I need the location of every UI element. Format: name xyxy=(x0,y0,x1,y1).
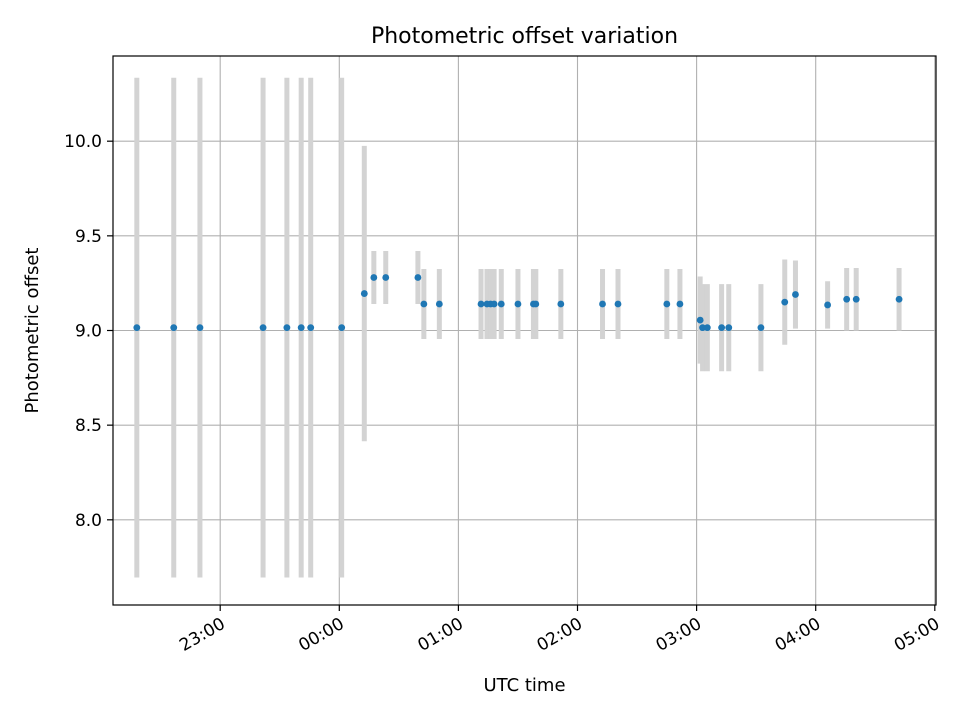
data-point xyxy=(360,290,368,297)
y-tick-label: 8.0 xyxy=(75,511,102,531)
data-point xyxy=(843,295,851,303)
data-point xyxy=(435,300,443,308)
data-point xyxy=(757,324,765,332)
data-point xyxy=(196,324,204,332)
y-tick-label: 8.5 xyxy=(75,416,102,436)
data-point xyxy=(781,298,789,306)
data-point xyxy=(663,300,671,308)
data-point xyxy=(259,324,267,332)
data-point xyxy=(170,324,178,332)
data-point xyxy=(514,300,522,308)
data-point xyxy=(676,300,684,308)
data-point xyxy=(283,324,291,332)
chart-title: Photometric offset variation xyxy=(371,24,678,49)
data-point xyxy=(133,324,141,332)
data-point xyxy=(725,324,733,332)
data-point xyxy=(696,316,704,324)
y-tick-label: 9.0 xyxy=(75,322,102,342)
data-point xyxy=(703,324,711,332)
data-point xyxy=(382,274,390,281)
data-point xyxy=(699,324,706,332)
x-axis-label: UTC time xyxy=(483,675,565,696)
data-point xyxy=(490,300,498,308)
data-point xyxy=(599,300,606,308)
data-point xyxy=(895,295,903,303)
data-point xyxy=(414,274,422,281)
data-point xyxy=(532,300,540,308)
data-point xyxy=(338,324,346,332)
data-point xyxy=(824,301,832,309)
data-point xyxy=(792,291,799,298)
data-point xyxy=(852,295,860,303)
data-point xyxy=(297,324,305,332)
data-point xyxy=(307,324,315,332)
data-point xyxy=(420,300,428,308)
data-point xyxy=(497,300,505,308)
data-point xyxy=(477,300,485,308)
data-point xyxy=(370,274,378,281)
data-point xyxy=(718,324,726,332)
data-point xyxy=(557,300,565,308)
y-axis-label: Photometric offset xyxy=(22,248,43,414)
data-point xyxy=(614,300,622,308)
y-axis: 8.0 8.5 9.0 9.5 10.0 xyxy=(64,132,113,531)
data-points xyxy=(133,274,903,332)
y-tick-label: 9.5 xyxy=(75,227,102,247)
y-tick-label: 10.0 xyxy=(64,132,102,152)
